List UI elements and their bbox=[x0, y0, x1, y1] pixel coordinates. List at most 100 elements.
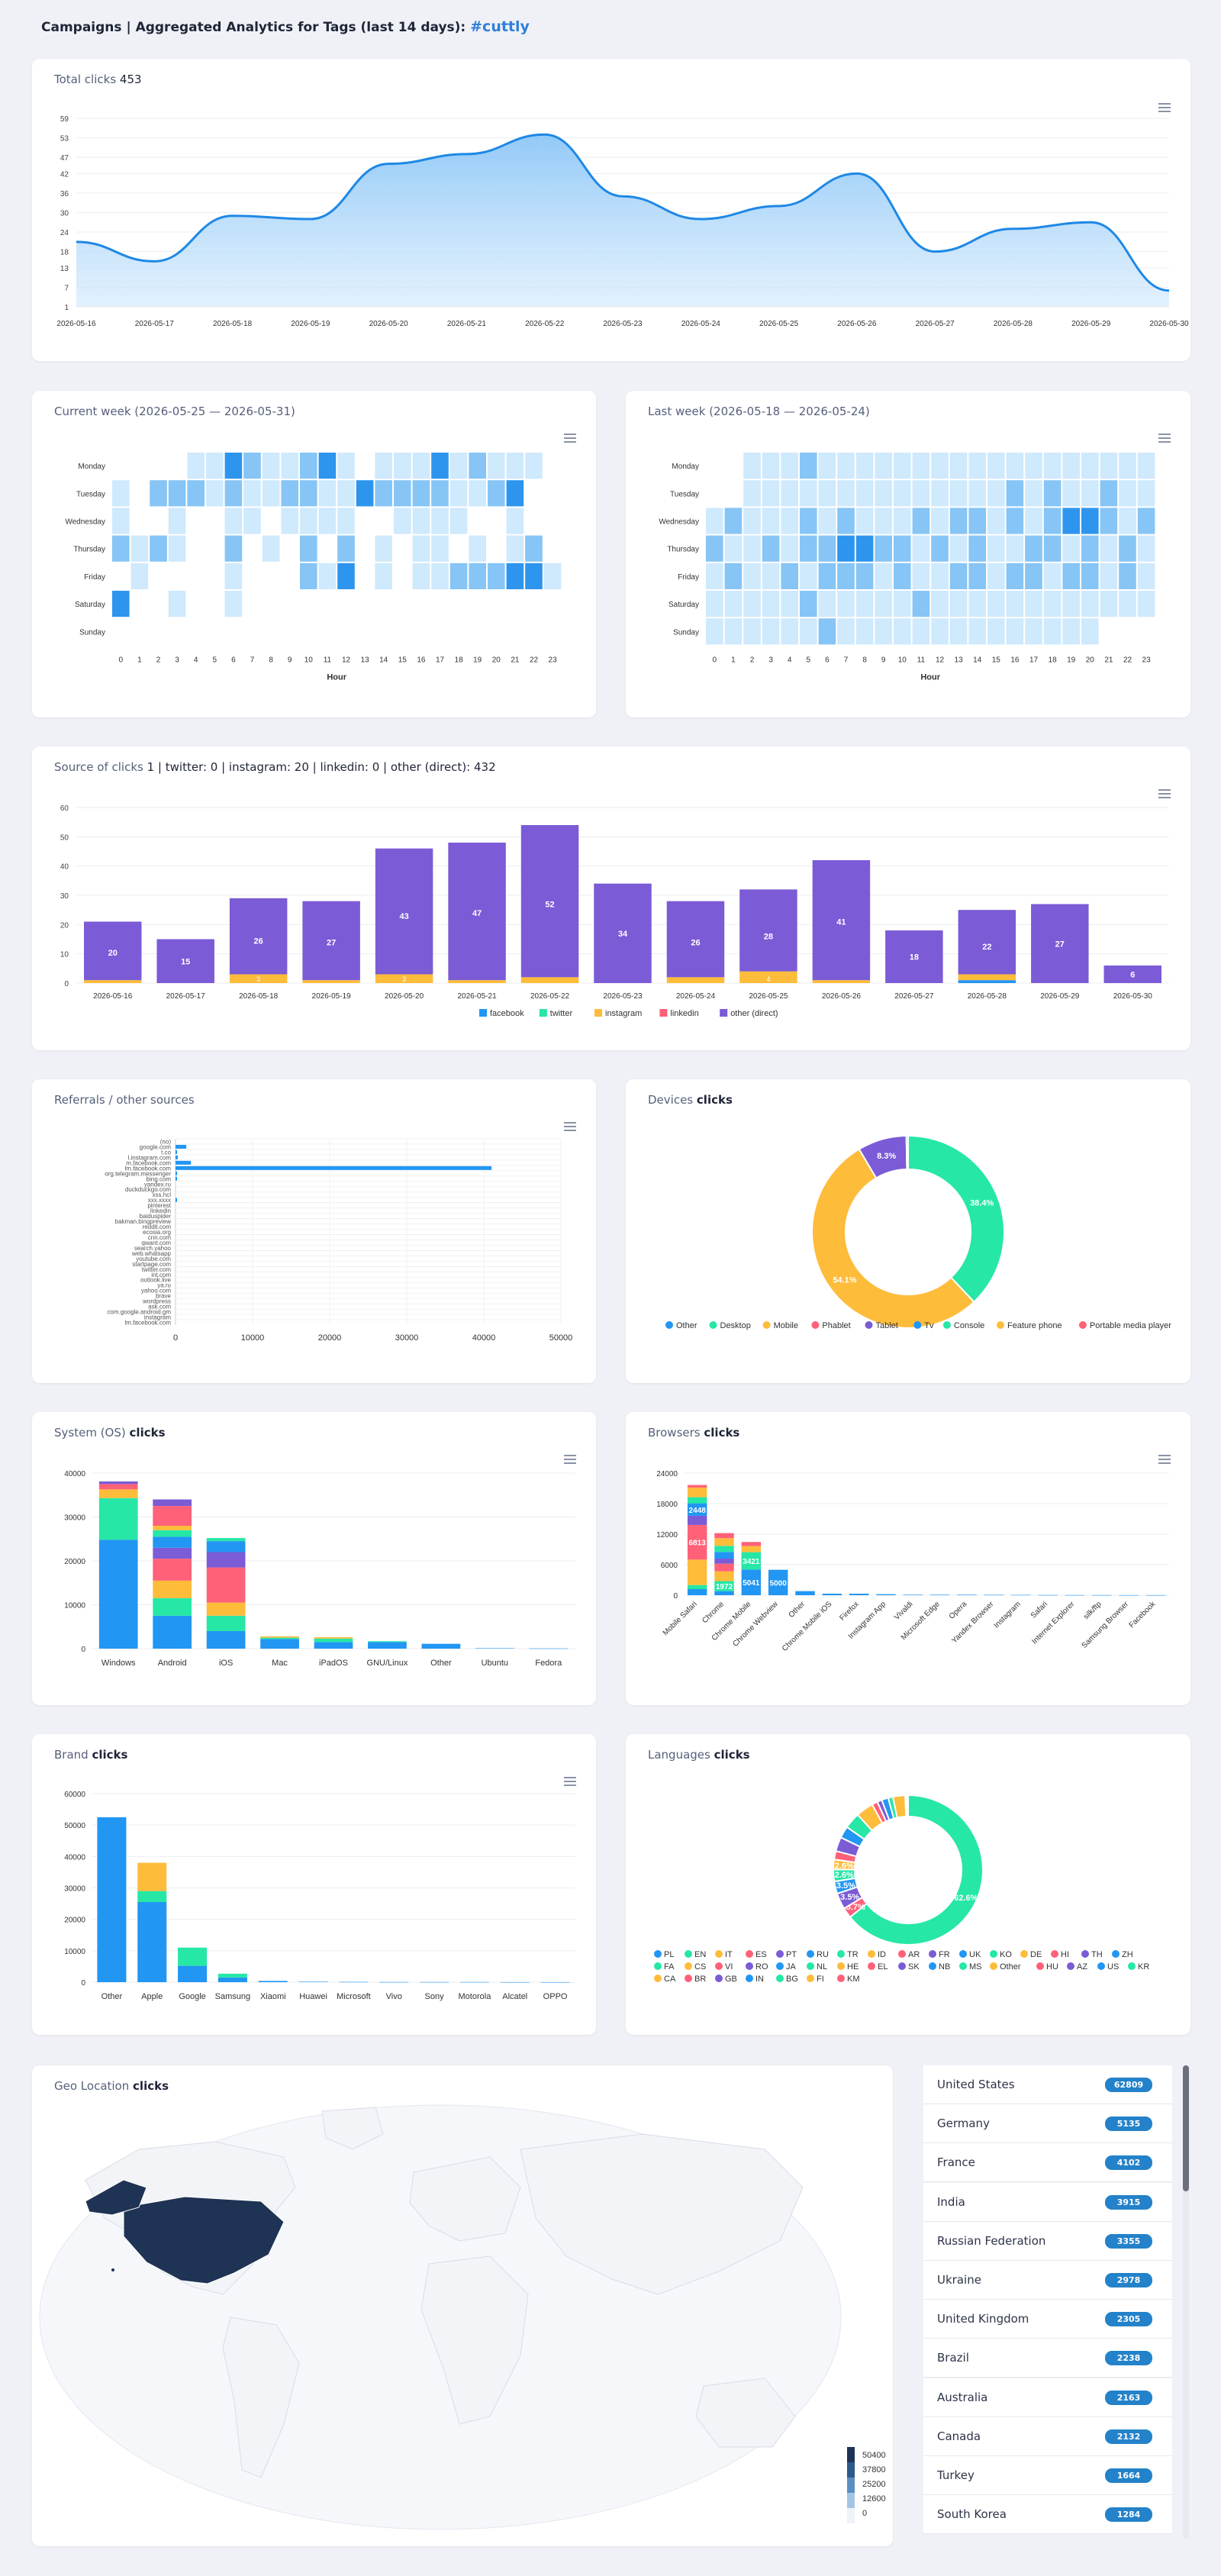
country-count-badge: 5135 bbox=[1105, 2117, 1152, 2132]
data-label: 3 bbox=[256, 975, 260, 983]
heatmap-cell bbox=[987, 591, 1005, 617]
bar-segment bbox=[714, 1546, 734, 1552]
legend-label: PT bbox=[786, 1950, 797, 1959]
heatmap-cell bbox=[394, 508, 411, 534]
heatmap-cell bbox=[243, 508, 261, 534]
y-tick-label: 24000 bbox=[656, 1470, 678, 1478]
world-map[interactable]: 50400 37800 25200 12600 0 bbox=[32, 2065, 893, 2546]
category-label: pinterest bbox=[147, 1202, 171, 1209]
heatmap-cell bbox=[431, 453, 449, 479]
bar-segment bbox=[448, 843, 506, 981]
hour-label: 16 bbox=[1010, 656, 1020, 664]
heatmap-cell bbox=[112, 535, 130, 562]
bar-segment bbox=[903, 1594, 923, 1595]
country-row[interactable]: India 3915 bbox=[923, 2182, 1172, 2222]
heatmap-cell bbox=[781, 563, 798, 589]
country-row[interactable]: Brazil 2238 bbox=[923, 2339, 1172, 2378]
y-tick-label: 40000 bbox=[64, 1470, 85, 1478]
scrollbar-thumb[interactable] bbox=[1183, 2065, 1189, 2191]
heatmap-cell bbox=[1062, 453, 1080, 479]
x-tick-label: 2026-05-29 bbox=[1040, 992, 1080, 1001]
hour-label: 9 bbox=[288, 656, 292, 664]
hour-label: 12 bbox=[342, 656, 351, 664]
chart-menu-icon[interactable] bbox=[564, 1777, 576, 1786]
hour-label: 8 bbox=[269, 656, 273, 664]
chart-menu-icon[interactable] bbox=[564, 1122, 576, 1131]
bar-segment bbox=[957, 1594, 977, 1595]
legend-marker bbox=[685, 1975, 692, 1982]
country-name: Ukraine bbox=[937, 2273, 981, 2287]
heatmap-cell bbox=[543, 618, 562, 645]
heatmap-cell bbox=[743, 480, 761, 507]
country-name: Germany bbox=[937, 2117, 990, 2131]
heatmap-cell bbox=[912, 618, 930, 645]
hour-label: 18 bbox=[455, 656, 464, 664]
legend-label: AZ bbox=[1077, 1962, 1087, 1971]
heatmap-cell bbox=[781, 480, 798, 507]
bar-segment bbox=[217, 1977, 247, 1982]
heatmap-cell bbox=[1119, 591, 1136, 617]
y-tick-label: 40000 bbox=[64, 1853, 85, 1862]
heatmap-cell bbox=[1100, 535, 1118, 562]
country-row[interactable]: France 4102 bbox=[923, 2143, 1172, 2183]
country-row[interactable]: Russian Federation 3355 bbox=[923, 2221, 1172, 2261]
hour-label: 15 bbox=[992, 656, 1001, 664]
heatmap-cell bbox=[1043, 563, 1062, 589]
legend-marker bbox=[720, 1009, 728, 1017]
browsers-chart: 0 6000 12000 18000 24000 6813 2448 Mobile Safar… bbox=[656, 1470, 1169, 1653]
legend-label: instagram bbox=[605, 1009, 642, 1018]
country-row[interactable]: United States 62809 bbox=[923, 2065, 1172, 2104]
scrollbar-track[interactable] bbox=[1183, 2065, 1189, 2539]
country-row[interactable]: Australia 2163 bbox=[923, 2378, 1172, 2417]
heatmap-cell bbox=[356, 480, 374, 507]
heatmap-cell bbox=[469, 618, 486, 645]
heatmap-cell bbox=[1006, 480, 1024, 507]
country-list[interactable]: United States 62809 Germany 5135 France 4102 I… bbox=[923, 2065, 1190, 2539]
country-row[interactable]: Ukraine 2978 bbox=[923, 2261, 1172, 2300]
country-row[interactable]: South Korea 1284 bbox=[923, 2495, 1172, 2535]
chart-menu-icon[interactable] bbox=[1158, 789, 1171, 798]
data-label: 47 bbox=[472, 909, 482, 918]
country-alaska bbox=[85, 2179, 147, 2216]
legend-label: VI bbox=[725, 1962, 733, 1971]
geo-title: Geo Location clicks bbox=[54, 2079, 169, 2093]
bar-segment bbox=[98, 1484, 138, 1490]
bar-segment bbox=[206, 1541, 246, 1552]
heatmap-cell bbox=[243, 563, 261, 589]
total-clicks-chart: 1 7 13 18 24 30 36 42 47 53 59 2026-05-16 2026-05-17… bbox=[56, 115, 1189, 328]
hour-label: 3 bbox=[768, 656, 773, 664]
heatmap-cell bbox=[375, 618, 392, 645]
tag-link[interactable]: #cuttly bbox=[470, 18, 530, 35]
legend-marker bbox=[811, 1321, 820, 1329]
country-row[interactable]: Germany 5135 bbox=[923, 2104, 1172, 2144]
heatmap-cell bbox=[818, 535, 836, 562]
data-label: 22 bbox=[982, 943, 991, 952]
chart-menu-icon[interactable] bbox=[1158, 103, 1171, 112]
heatmap-cell bbox=[543, 508, 562, 534]
legend-marker bbox=[929, 1962, 936, 1970]
chart-menu-icon[interactable] bbox=[564, 434, 576, 443]
x-tick-label: 2026-05-25 bbox=[759, 320, 799, 328]
legend-marker bbox=[1051, 1950, 1058, 1958]
x-tick-label: Samsung Browser bbox=[1081, 1600, 1131, 1650]
country-row[interactable]: Turkey 1664 bbox=[923, 2456, 1172, 2495]
bar-segment bbox=[666, 977, 725, 983]
heatmap-cell bbox=[1137, 535, 1155, 562]
country-row[interactable]: Canada 2132 bbox=[923, 2416, 1172, 2456]
legend-marker bbox=[807, 1975, 814, 1982]
heatmap-cell bbox=[488, 508, 505, 534]
x-tick-label: Sony bbox=[425, 1992, 445, 2001]
category-label: search.yahoo bbox=[134, 1245, 172, 1252]
x-tick-label: Samsung bbox=[215, 1992, 250, 2001]
country-count-badge: 2305 bbox=[1105, 2312, 1152, 2327]
chart-menu-icon[interactable] bbox=[564, 1455, 576, 1464]
total-clicks-title: Total clicks 453 bbox=[54, 73, 142, 86]
category-label: brave bbox=[156, 1293, 172, 1300]
chart-menu-icon[interactable] bbox=[1158, 434, 1171, 443]
bar-segment bbox=[178, 1965, 208, 1982]
country-row[interactable]: United Kingdom 2305 bbox=[923, 2300, 1172, 2339]
day-label: Monday bbox=[672, 463, 699, 471]
heatmap-cell bbox=[1137, 453, 1155, 479]
hour-label: 12 bbox=[936, 656, 945, 664]
chart-menu-icon[interactable] bbox=[1158, 1455, 1171, 1464]
